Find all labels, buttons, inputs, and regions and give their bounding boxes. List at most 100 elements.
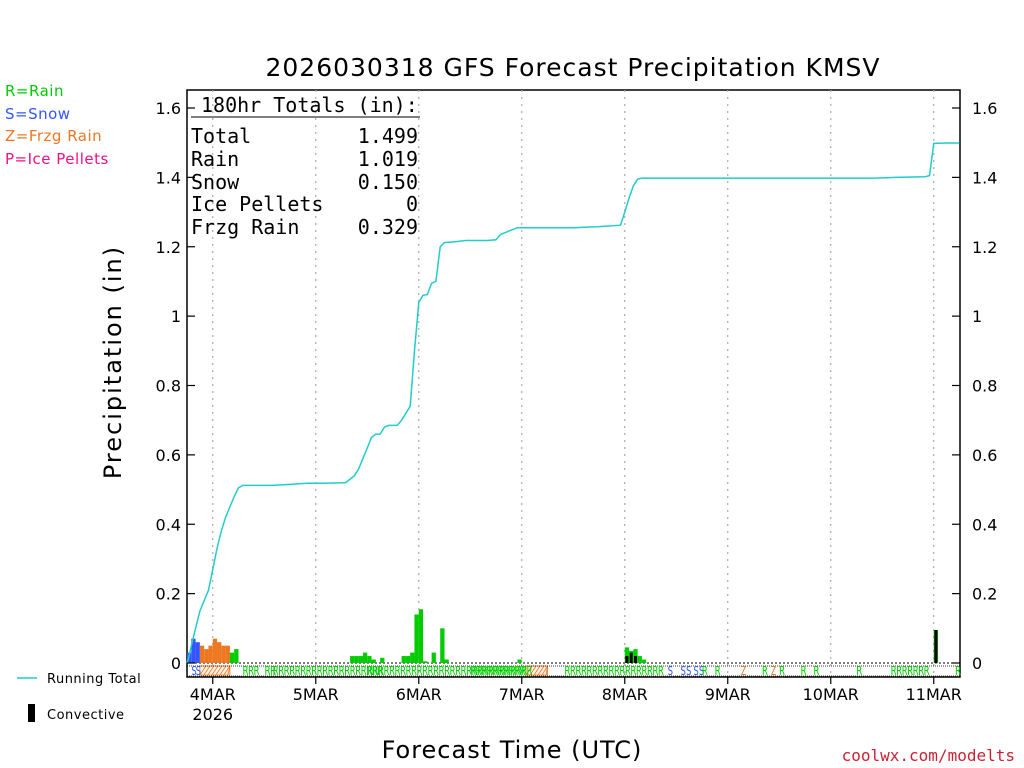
- y-axis-label: Precipitation (in): [99, 245, 127, 479]
- convective-bar: [629, 652, 633, 663]
- ptype-letter: R: [801, 664, 807, 678]
- precip-bar: [217, 642, 222, 663]
- convective-bars: [625, 630, 938, 663]
- ptype-letter: RRRRRRR: [891, 664, 930, 678]
- ptype-letter: R: [814, 664, 820, 678]
- line-legend: Running Total Convective: [17, 672, 141, 723]
- x-tick-label: 4MAR: [190, 685, 236, 704]
- y-tick-label: 0.8: [156, 377, 181, 396]
- precip-bar: [229, 652, 235, 663]
- precip-bar: [354, 656, 359, 663]
- precip-bar: [367, 656, 372, 663]
- precip-bar: [191, 638, 196, 663]
- credit-text: coolwx.com/modelts: [842, 746, 1015, 765]
- precip-bars: [187, 609, 939, 663]
- ptype-letter: RRRRRRRRRR: [470, 664, 526, 678]
- y-tick-label: 1.2: [156, 238, 181, 257]
- frzg-rain-hatch: [545, 665, 548, 676]
- y-tick-label: 0.2: [156, 585, 181, 604]
- frzg-rain-hatch: [203, 665, 211, 676]
- ptype-letter: R: [715, 664, 721, 678]
- frzg-rain-hatch: [219, 665, 227, 676]
- precip-bar: [204, 649, 209, 663]
- totals-box: 180hr Totals (in): Total 1.499 Rain 1.01…: [191, 93, 420, 239]
- legend-rain: R=Rain: [5, 82, 64, 100]
- precip-bar: [414, 614, 419, 663]
- y-tick-label: 0.6: [972, 446, 997, 465]
- precip-bar: [234, 649, 239, 663]
- totals-value: 1.499: [358, 124, 418, 148]
- y-tick-label: 1.6: [156, 99, 181, 118]
- y-tick-label: 1.4: [156, 168, 181, 187]
- ptype-legend: R=Rain S=Snow Z=Frzg Rain P=Ice Pellets: [5, 82, 109, 168]
- y-tick-label: 0.4: [156, 515, 181, 534]
- legend-ice-pellets: P=Ice Pellets: [5, 150, 109, 168]
- y-tick-label: 0: [171, 654, 181, 673]
- x-axis-label: Forecast Time (UTC): [382, 736, 643, 764]
- frzg-rain-hatch: [541, 665, 548, 676]
- y-axis-ticks: 0 0 0.2 0.2 0.4 0.4 0.6 0.6 0.8 0.8 1 1 1.2 1.2 1.4 1.4…: [156, 99, 998, 673]
- precip-bar: [444, 659, 449, 663]
- ptype-letter: SS: [681, 664, 692, 678]
- frzg-rain-hatch: [537, 665, 545, 676]
- precip-bar: [371, 659, 376, 663]
- legend-convective: Convective: [47, 708, 125, 723]
- ptype-letter: R: [702, 664, 708, 678]
- precip-bar: [405, 656, 411, 663]
- ptype-letter: Z: [741, 664, 747, 678]
- precip-bar: [358, 656, 363, 663]
- y-tick-label: 0.4: [972, 515, 997, 534]
- totals-label: Snow: [191, 170, 240, 194]
- x-tick-label: 7MAR: [499, 685, 545, 704]
- ptype-letter: S: [196, 664, 202, 678]
- totals-value: 0.329: [358, 215, 418, 239]
- y-tick-label: 0.6: [156, 446, 181, 465]
- frzg-rain-hatch: [227, 665, 231, 676]
- frzg-rain-hatch: [223, 665, 231, 676]
- precip-bar: [517, 659, 522, 663]
- precip-bar: [637, 656, 642, 663]
- x-tick-label: 10MAR: [803, 685, 859, 704]
- frzg-rain-hatch: [529, 665, 537, 676]
- y-tick-label: 0: [972, 654, 982, 673]
- precip-bar: [423, 661, 428, 663]
- precip-bar: [431, 652, 436, 663]
- precip-bar: [195, 642, 200, 663]
- legend-running-total: Running Total: [47, 672, 141, 687]
- x-tick-label: 5MAR: [293, 685, 339, 704]
- gridlines: [187, 90, 960, 677]
- convective-swatch: [28, 704, 35, 722]
- ptype-letter: R: [955, 664, 961, 678]
- totals-header: 180hr Totals (in):: [201, 93, 418, 117]
- y-tick-label: 0.2: [972, 585, 997, 604]
- legend-snow: S=Snow: [5, 105, 71, 123]
- y-tick-label: 1.2: [972, 238, 997, 257]
- totals-label: Total: [191, 124, 251, 148]
- precip-bar: [225, 645, 230, 663]
- y-tick-label: 0.8: [972, 377, 997, 396]
- precip-bar: [208, 645, 213, 663]
- frzg-rain-hatch: [207, 665, 215, 676]
- precip-bar: [641, 659, 647, 663]
- ptype-letter: S: [668, 664, 674, 678]
- frzg-rain-hatch: [199, 665, 207, 676]
- ptype-letter: SS: [693, 664, 704, 678]
- totals-value: 0: [406, 192, 418, 216]
- precip-bar: [624, 647, 630, 663]
- plot-frame: [186, 89, 961, 678]
- ptype-strip-letters: SS RRR RRRRRRRRRRRRRRRRRRRRRRRRRRRRRRRRRR…: [191, 664, 961, 678]
- ptype-strip: [187, 665, 960, 677]
- ptype-letter: Z: [771, 664, 777, 678]
- ptype-letter: RRR RR: [243, 664, 277, 678]
- x-tick-label: 8MAR: [602, 685, 648, 704]
- precip-bar: [221, 645, 226, 663]
- ptype-letter: S: [191, 664, 197, 678]
- frzg-rain-hatch: [211, 665, 219, 676]
- precip-bar: [440, 628, 445, 663]
- ptype-letter: R: [857, 664, 863, 678]
- legend-frzg-rain: Z=Frzg Rain: [5, 127, 102, 145]
- precip-bar: [350, 656, 355, 663]
- y-tick-label: 1.6: [972, 99, 997, 118]
